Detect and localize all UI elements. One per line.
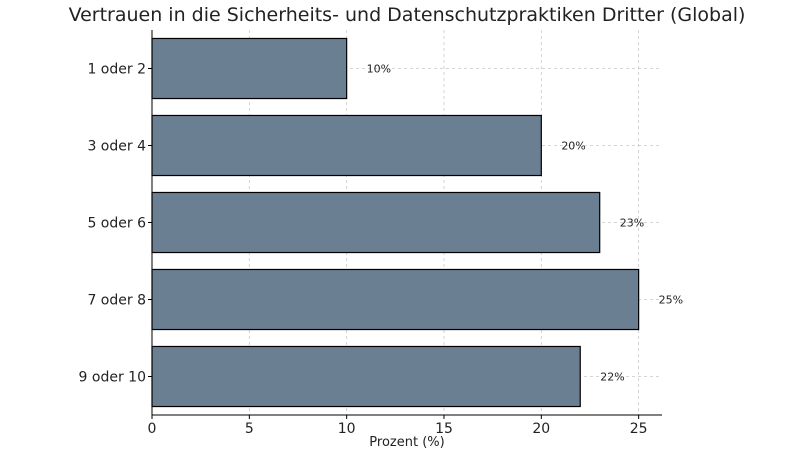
y-tick-label: 5 oder 6 [87,216,146,232]
data-label: 25% [659,294,683,307]
x-axis-label: Prozent (%) [369,435,444,450]
x-tick-label: 20 [532,421,550,437]
bar-3-oder-4 [151,114,542,177]
data-label: 22% [600,371,624,384]
y-tick-label: 9 oder 10 [79,370,146,386]
x-tick-label: 10 [338,421,356,437]
y-tick-label: 1 oder 2 [87,62,146,78]
bar-1-oder-2 [151,37,348,100]
chart-title: Vertrauen in die Sicherheits- und Datens… [69,4,746,26]
bar-5-oder-6 [151,191,601,254]
x-tick-label: 0 [148,421,157,437]
x-tick-label: 5 [245,421,254,437]
bar-9-oder-10 [151,345,581,408]
bars: 10% 20% 23% 25% 22% [151,37,683,408]
x-tick-label: 15 [435,421,453,437]
data-label: 23% [620,217,644,230]
data-label: 10% [367,63,391,76]
y-tick-label: 7 oder 8 [87,293,146,309]
y-tick-label: 3 oder 4 [87,139,146,155]
axes: 1 oder 2 3 oder 4 5 oder 6 7 oder 8 9 oder 1… [79,30,662,437]
bar-7-oder-8 [151,268,640,331]
x-tick-label: 25 [630,421,648,437]
data-label: 20% [561,140,585,153]
